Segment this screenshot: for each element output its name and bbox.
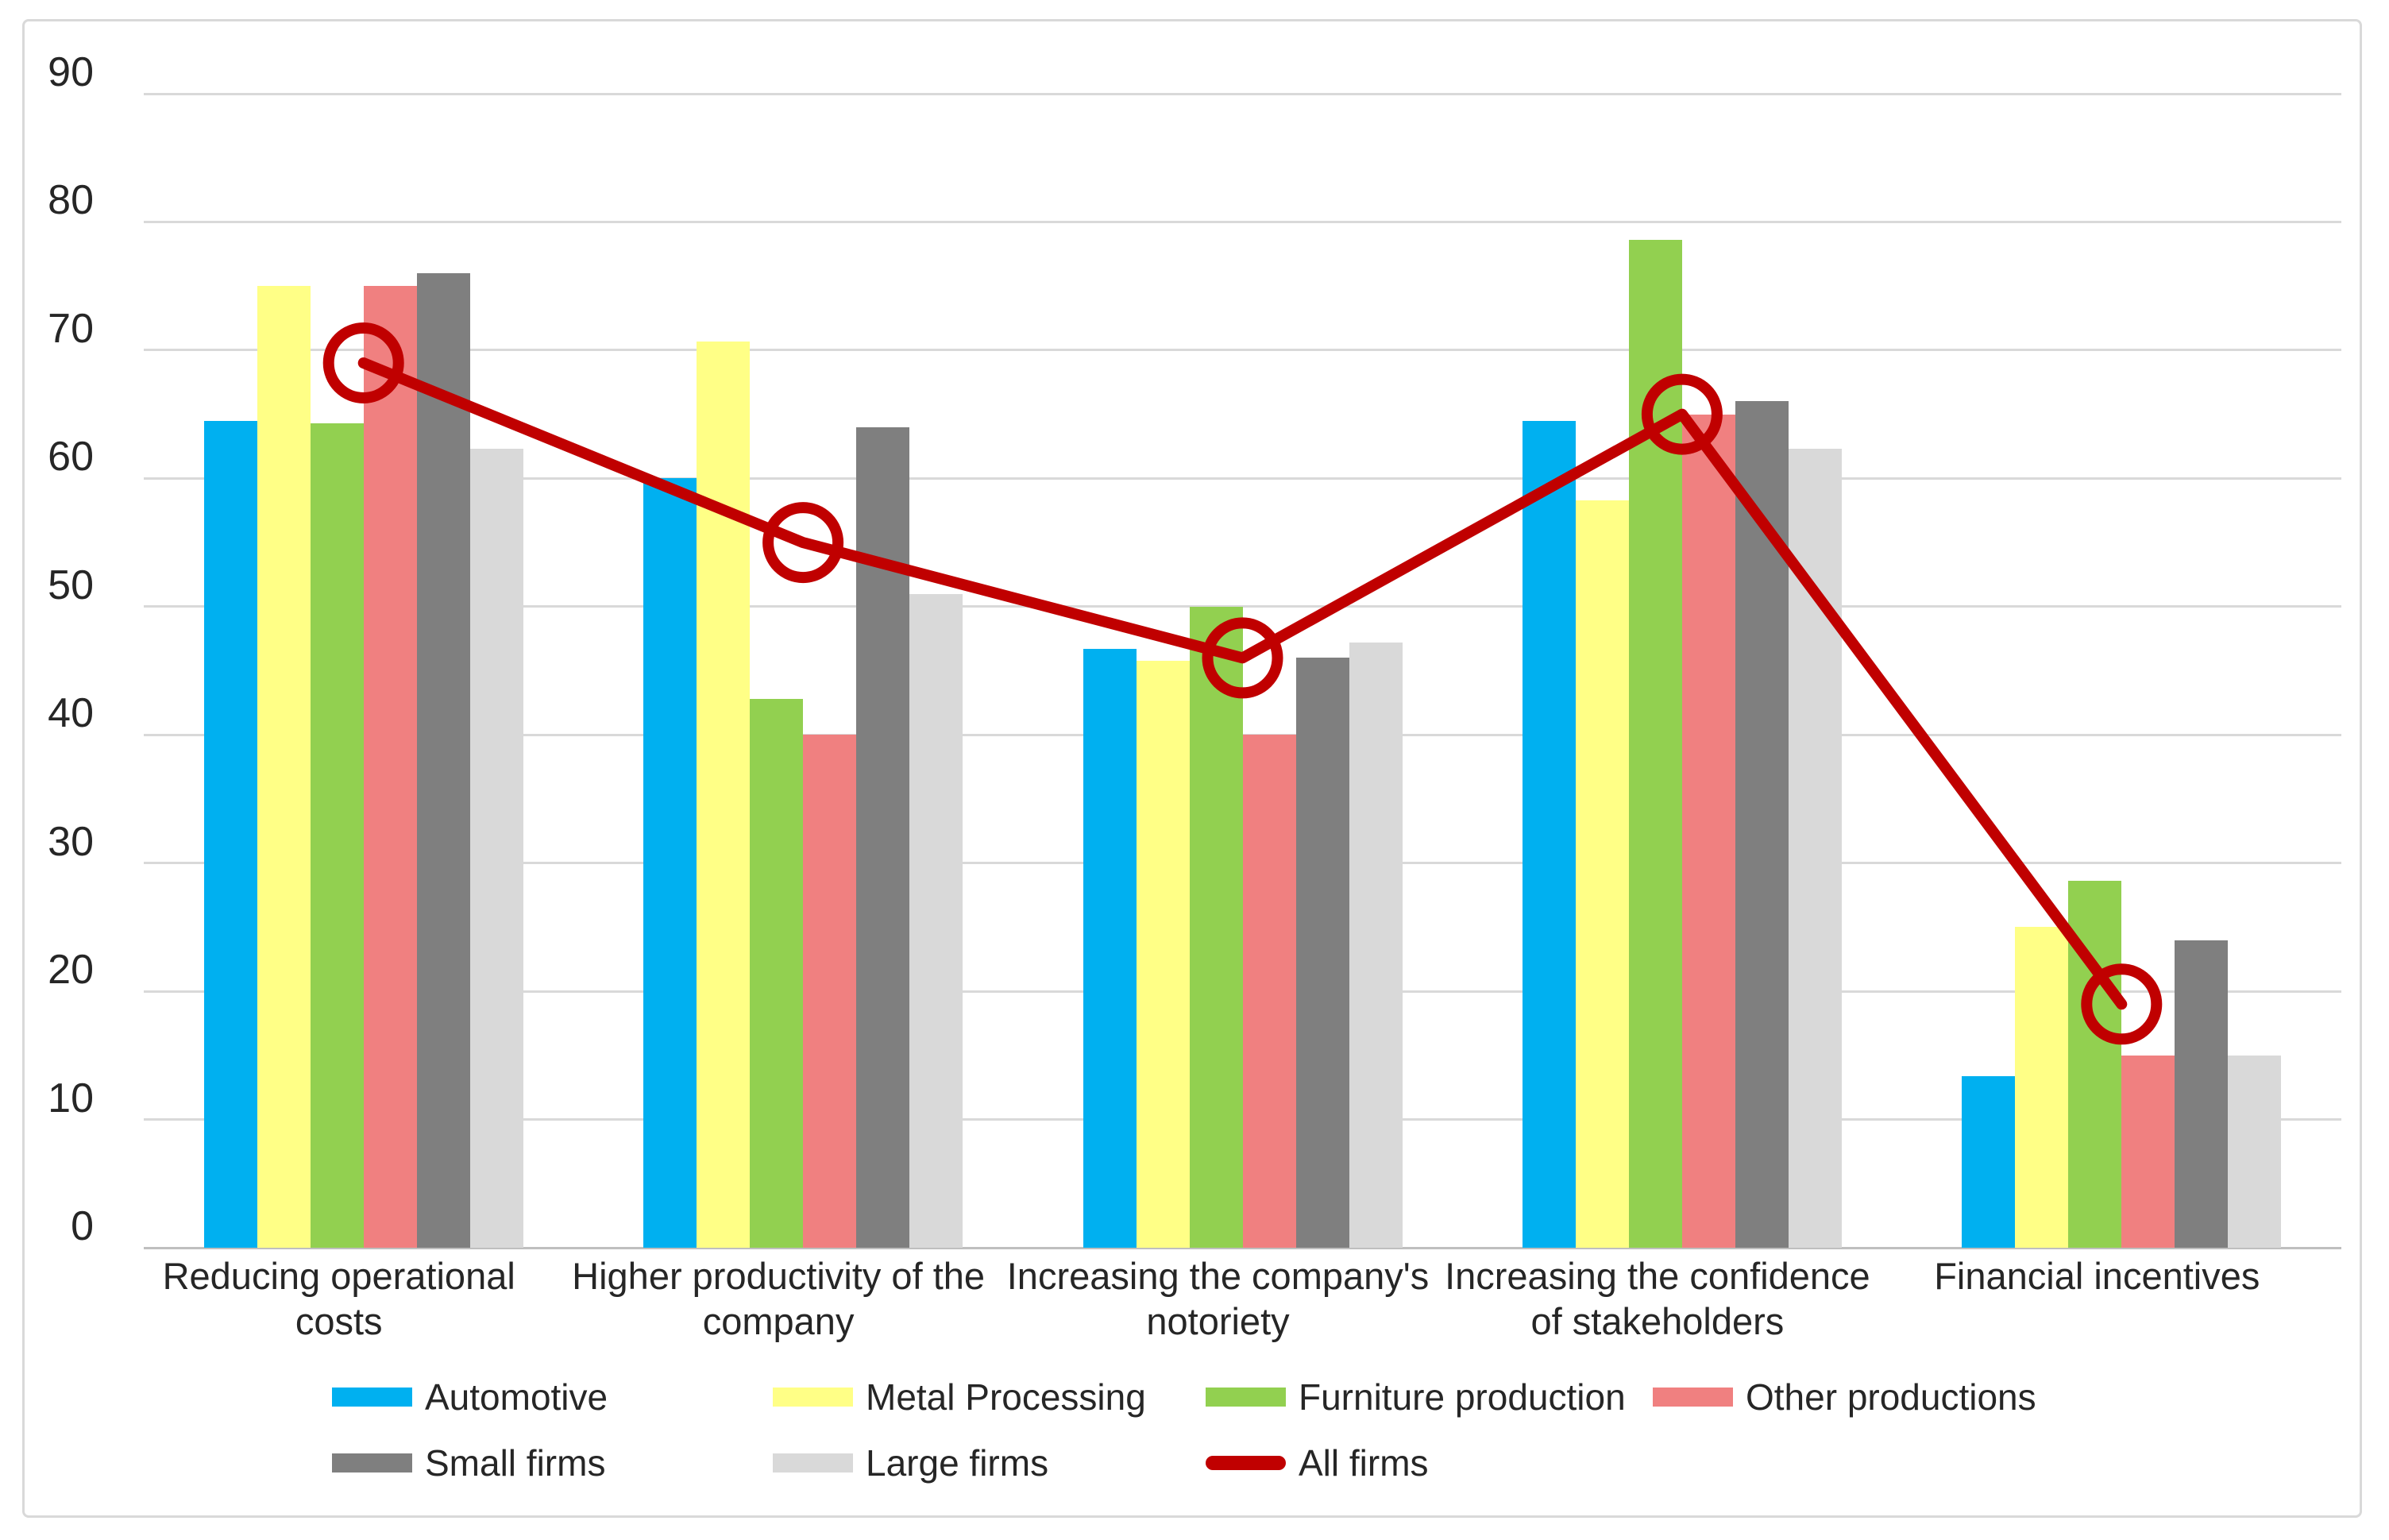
gridline-50 xyxy=(144,605,2341,608)
bar-other-productions xyxy=(803,735,857,1248)
category-label-financial-incentives: Financial incentives xyxy=(1934,1255,2260,1297)
legend-item-automotive: Automotive xyxy=(332,1376,608,1418)
all-firms-line-layer xyxy=(322,322,2163,1045)
bar-metal-processing xyxy=(2015,927,2069,1248)
legend-item-all-firms: All firms xyxy=(1206,1442,1429,1484)
legend-swatch-other-productions xyxy=(1653,1388,1733,1407)
bar-automotive xyxy=(1083,649,1137,1248)
category-label-reducing-operational-costs: Reducing operational costs xyxy=(162,1255,515,1342)
legend-item-furniture-production: Furniture production xyxy=(1206,1376,1626,1418)
bar-group-increasing-the-company-s-notoriety xyxy=(1083,94,1403,1248)
bar-other-productions xyxy=(1681,414,1735,1248)
category-label-higher-productivity-of-the-company: Higher productivity of the company xyxy=(572,1255,986,1342)
line-marker-financial-incentives xyxy=(2081,963,2163,1045)
bar-furniture-production xyxy=(1189,606,1243,1248)
bar-small-firms xyxy=(416,273,470,1248)
bar-small-firms xyxy=(1295,658,1349,1248)
y-tick-label-0: 0 xyxy=(71,1203,94,1249)
bar-metal-processing xyxy=(1575,500,1629,1248)
bar-metal-processing xyxy=(257,286,311,1248)
bar-furniture-production xyxy=(310,423,364,1248)
y-tick-label-20: 20 xyxy=(48,947,94,994)
bar-group-reducing-operational-costs xyxy=(203,94,523,1248)
bar-automotive xyxy=(1522,420,1576,1248)
gridline-80 xyxy=(144,220,2341,223)
bar-large-firms xyxy=(469,449,523,1248)
y-tick-label-80: 80 xyxy=(48,177,94,224)
bar-furniture-production xyxy=(750,699,804,1248)
bar-other-productions xyxy=(2121,1055,2175,1248)
legend-swatch-small-firms xyxy=(332,1453,412,1472)
legend-item-metal-processing: Metal Processing xyxy=(773,1376,1146,1418)
bar-furniture-production xyxy=(1628,240,1682,1248)
line-marker-increasing-the-company-s-notoriety xyxy=(1202,617,1283,699)
bar-small-firms xyxy=(2175,940,2229,1248)
bar-large-firms xyxy=(909,593,963,1248)
plot-area xyxy=(144,92,2341,1249)
legend-swatch-large-firms xyxy=(773,1453,853,1472)
legend-label-automotive: Automotive xyxy=(425,1376,608,1418)
bar-group-financial-incentives xyxy=(1962,94,2282,1248)
y-tick-label-70: 70 xyxy=(48,305,94,352)
line-marker-higher-productivity-of-the-company xyxy=(762,502,844,584)
legend-label-large-firms: Large firms xyxy=(866,1442,1049,1484)
y-tick-label-50: 50 xyxy=(48,562,94,608)
bar-large-firms xyxy=(1788,449,1842,1248)
bar-automotive xyxy=(1962,1075,2016,1248)
category-label-increasing-the-confidence-of-stakeholders: Increasing the confidence of stakeholders xyxy=(1445,1255,1870,1342)
y-tick-label-60: 60 xyxy=(48,434,94,481)
x-axis-line xyxy=(144,1246,2341,1249)
legend-item-other-productions: Other productions xyxy=(1653,1376,2036,1418)
legend-label-all-firms: All firms xyxy=(1299,1442,1429,1484)
bar-other-productions xyxy=(1242,735,1296,1248)
legend-label-other-productions: Other productions xyxy=(1746,1376,2036,1418)
bar-metal-processing xyxy=(697,341,751,1248)
legend-swatch-furniture-production xyxy=(1206,1388,1286,1407)
legend-item-small-firms: Small firms xyxy=(332,1442,605,1484)
line-marker-increasing-the-confidence-of-stakeholders xyxy=(1641,373,1723,455)
legend-label-furniture-production: Furniture production xyxy=(1299,1376,1626,1418)
bar-automotive xyxy=(643,478,697,1248)
gridline-90 xyxy=(144,92,2341,95)
line-marker-reducing-operational-costs xyxy=(322,322,404,403)
legend-label-metal-processing: Metal Processing xyxy=(866,1376,1146,1418)
y-tick-label-40: 40 xyxy=(48,690,94,737)
bar-other-productions xyxy=(363,286,417,1248)
chart-frame xyxy=(22,19,2362,1518)
y-tick-label-30: 30 xyxy=(48,818,94,865)
gridline-40 xyxy=(144,733,2341,736)
gridline-60 xyxy=(144,477,2341,480)
category-label-increasing-the-company-s-notoriety: Increasing the company's notoriety xyxy=(1006,1255,1430,1342)
all-firms-line xyxy=(357,357,2128,1010)
y-tick-label-10: 10 xyxy=(48,1075,94,1121)
bar-group-increasing-the-confidence-of-stakeholders xyxy=(1522,94,1842,1248)
legend-swatch-automotive xyxy=(332,1388,412,1407)
y-tick-label-90: 90 xyxy=(48,49,94,95)
bar-metal-processing xyxy=(1136,660,1190,1248)
bar-large-firms xyxy=(2228,1055,2282,1248)
legend-item-large-firms: Large firms xyxy=(773,1442,1048,1484)
bar-automotive xyxy=(203,420,257,1248)
legend-swatch-all-firms-line xyxy=(1206,1456,1286,1470)
bar-large-firms xyxy=(1349,642,1403,1248)
legend-label-small-firms: Small firms xyxy=(425,1442,606,1484)
legend-swatch-metal-processing xyxy=(773,1388,853,1407)
gridline-70 xyxy=(144,349,2341,352)
